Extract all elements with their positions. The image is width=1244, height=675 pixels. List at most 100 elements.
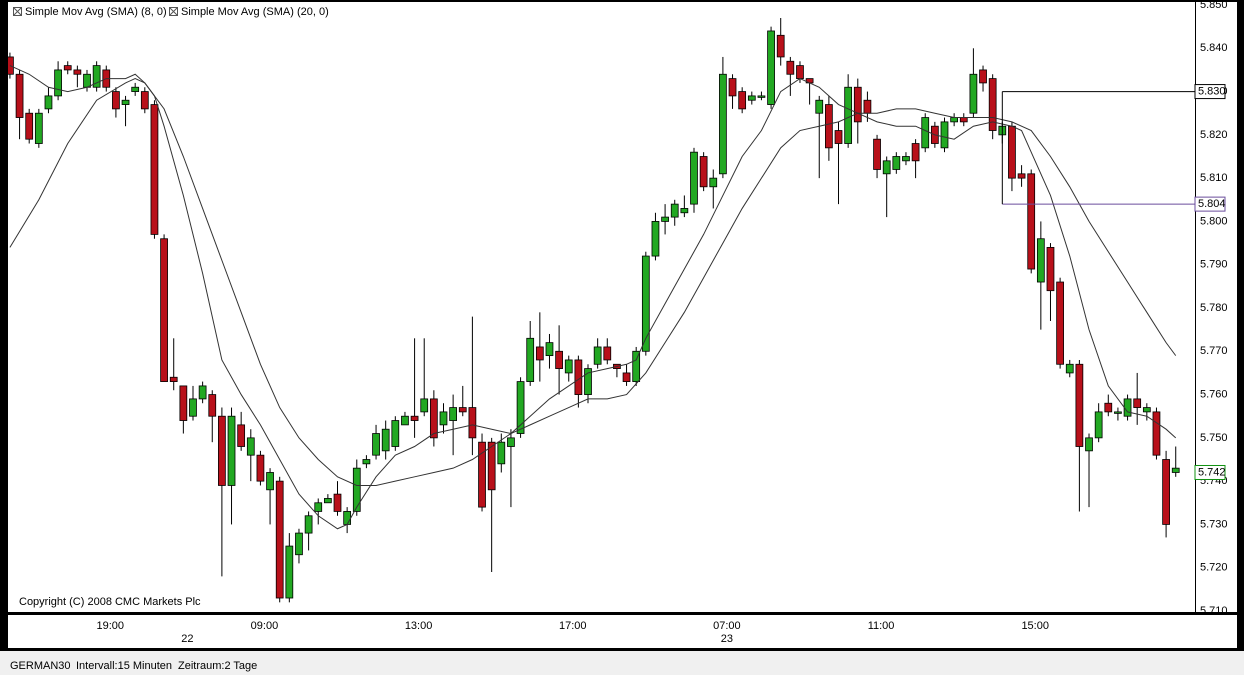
candle-body <box>285 545 294 599</box>
candle-body <box>1123 398 1132 417</box>
candle-body <box>892 156 901 170</box>
candle-body <box>815 99 824 114</box>
candle-body <box>304 515 313 534</box>
candle-body <box>940 121 949 149</box>
x-tick-label: 07:00 <box>713 620 741 632</box>
y-tick-label: 5.800 <box>1200 215 1228 227</box>
candle-body <box>25 112 34 140</box>
candle-body <box>54 69 62 97</box>
candle-body <box>458 407 467 413</box>
range: Zeitraum:2 Tage <box>178 660 257 672</box>
candle-body <box>246 437 255 456</box>
candle-body <box>555 350 563 369</box>
candle-body <box>449 407 457 421</box>
candle-body <box>584 368 592 395</box>
candle-body <box>834 130 843 144</box>
y-tick-label: 5.750 <box>1200 432 1228 444</box>
candle-body <box>699 156 708 188</box>
legend-checkbox[interactable] <box>169 7 178 16</box>
plot <box>8 17 1195 603</box>
candle-body <box>420 398 429 413</box>
y-tick-label: 5.790 <box>1200 259 1228 271</box>
candle-body <box>709 177 718 188</box>
candle-body <box>844 86 853 144</box>
candle-body <box>189 398 197 417</box>
level-label: 5.804 <box>1198 198 1226 210</box>
last-price-label: 5.742 <box>1198 466 1226 478</box>
candle-body <box>439 411 448 426</box>
candle-body <box>921 117 930 149</box>
candle-body <box>44 95 53 110</box>
candle-body <box>796 65 804 79</box>
candle-body <box>372 433 380 456</box>
status-bar <box>0 651 1244 675</box>
candle-body <box>776 34 785 58</box>
candle-body <box>863 99 872 114</box>
candle-body <box>112 91 120 110</box>
y-axis-area <box>1196 2 1237 612</box>
candle-body <box>1056 281 1064 365</box>
date-label: 23 <box>721 633 733 645</box>
candle-body <box>1008 125 1016 179</box>
candle-body <box>988 78 997 131</box>
candle-body <box>535 346 544 361</box>
y-tick-label: 5.710 <box>1200 605 1228 617</box>
candle-body <box>1075 363 1084 447</box>
candle-body <box>343 511 352 525</box>
candle-body <box>1171 467 1180 473</box>
candle-body <box>1085 437 1093 452</box>
x-tick-label: 13:00 <box>405 620 433 632</box>
candle-body <box>352 467 361 512</box>
candle-body <box>1094 411 1103 439</box>
candle-body <box>63 65 72 71</box>
overlay: Simple Mov Avg (SMA) (8, 0) Simple Mov A… <box>10 0 1228 672</box>
candle-body <box>1114 411 1122 414</box>
last-price-box <box>1194 464 1226 480</box>
level-label: 5.830 <box>1198 85 1226 97</box>
candle-body <box>179 385 188 421</box>
candle-body <box>131 86 140 92</box>
candle-body <box>15 73 24 118</box>
candle-body <box>728 78 737 97</box>
candle-body <box>150 104 159 235</box>
y-tick-label: 5.760 <box>1200 388 1228 400</box>
legend-checkbox[interactable] <box>13 7 22 16</box>
candle-body <box>873 138 881 170</box>
date-label: 22 <box>181 633 193 645</box>
y-tick-label: 5.820 <box>1200 129 1228 141</box>
interval: Intervall:15 Minuten <box>76 660 172 672</box>
candle-body <box>950 117 958 123</box>
candle-body <box>237 424 246 447</box>
candle-body <box>1133 398 1142 408</box>
y-tick-label: 5.780 <box>1200 302 1228 314</box>
candle-body <box>786 60 795 75</box>
candle-body <box>314 502 323 512</box>
candle-body <box>661 216 669 222</box>
y-tick-label: 5.850 <box>1200 0 1228 11</box>
candle-body <box>680 208 689 214</box>
candle-body <box>593 346 602 365</box>
candle-body <box>73 69 82 75</box>
candle-body <box>670 203 679 218</box>
candle-body <box>295 532 303 556</box>
x-tick-label: 19:00 <box>97 620 125 632</box>
candle-body <box>516 381 525 434</box>
candle-body <box>410 415 419 421</box>
level-label-box <box>1194 84 1226 100</box>
candle-body <box>641 255 650 352</box>
sma-line <box>9 65 1177 530</box>
candle-body <box>429 398 438 439</box>
candle-body <box>969 73 978 114</box>
candle-body <box>140 91 149 110</box>
candle-body <box>507 437 515 447</box>
y-tick-label: 5.770 <box>1200 345 1228 357</box>
candle-body <box>1046 246 1055 292</box>
candle-body <box>266 472 274 491</box>
y-tick-label: 5.730 <box>1200 518 1228 530</box>
x-axis-area <box>8 615 1237 648</box>
candle-body <box>747 95 756 101</box>
candle-body <box>651 221 660 257</box>
y-tick-label: 5.840 <box>1200 42 1228 54</box>
symbol: GERMAN30 <box>10 660 71 672</box>
